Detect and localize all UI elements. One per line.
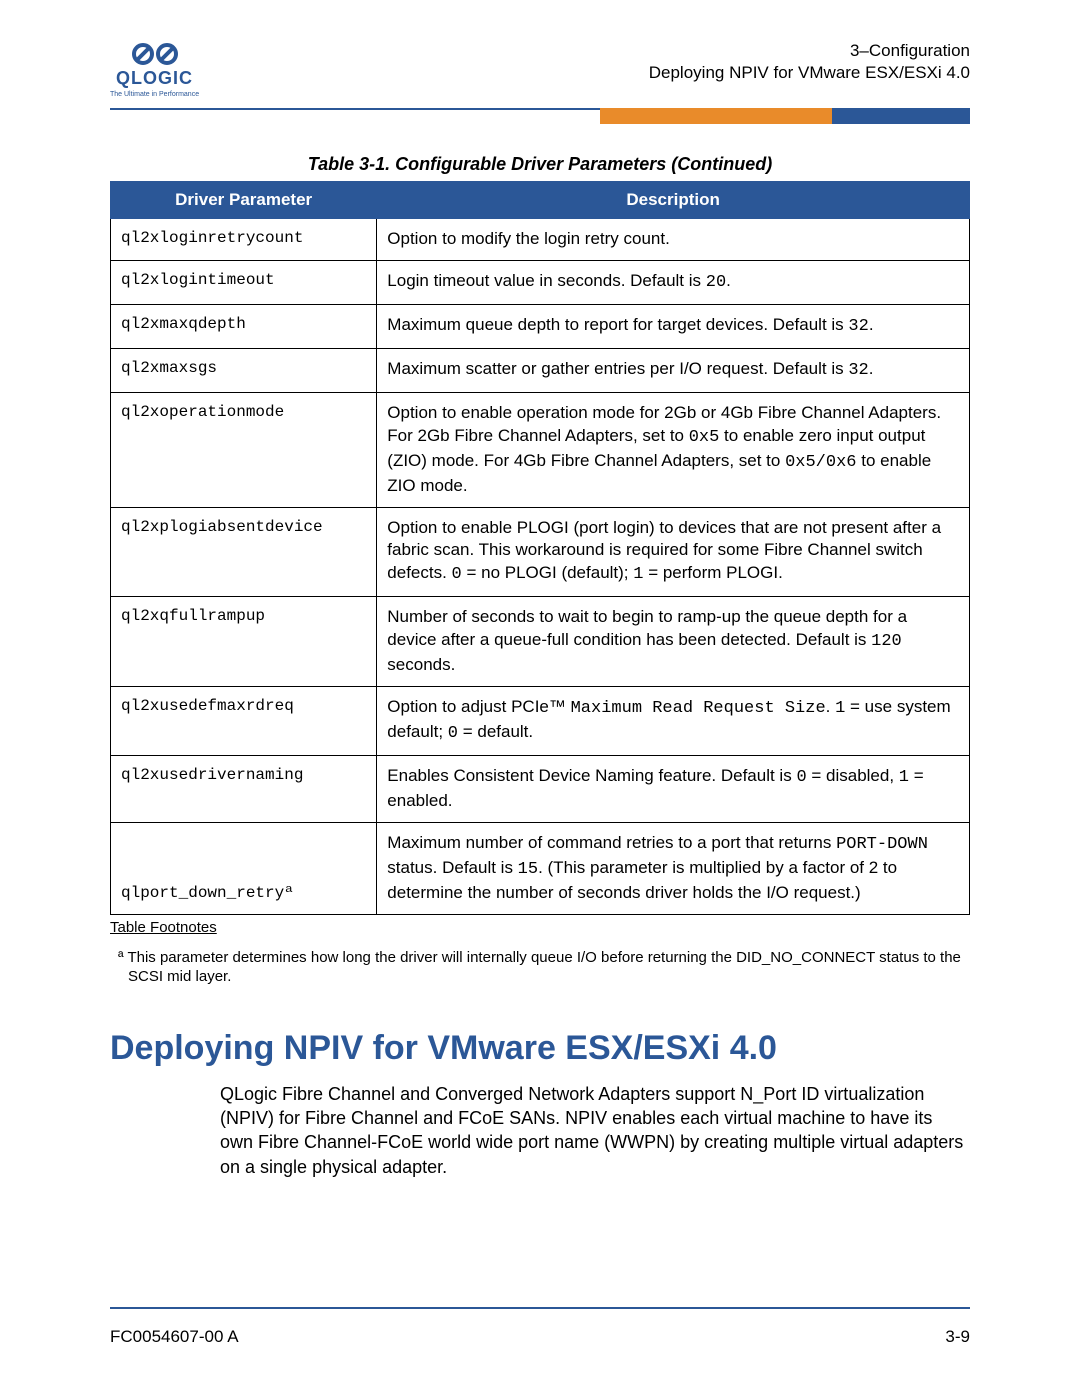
table-row: ql2xqfullrampupNumber of seconds to wait… [111,597,970,687]
desc-cell: Option to enable operation mode for 2Gb … [377,392,970,507]
table-row: ql2xoperationmodeOption to enable operat… [111,392,970,507]
param-cell: ql2xqfullrampup [111,597,377,687]
table-row: ql2xmaxsgsMaximum scatter or gather entr… [111,348,970,392]
param-cell: ql2xlogintimeout [111,260,377,304]
desc-cell: Maximum queue depth to report for target… [377,304,970,348]
footer-doc-id: FC0054607-00 A [110,1327,239,1347]
table-row: ql2xusedrivernamingEnables Consistent De… [111,756,970,823]
param-cell: ql2xusedrivernaming [111,756,377,823]
table-row: ql2xlogintimeoutLogin timeout value in s… [111,260,970,304]
col-header-parameter: Driver Parameter [111,182,377,219]
desc-cell: Number of seconds to wait to begin to ra… [377,597,970,687]
table-row: ql2xusedefmaxrdreqOption to adjust PCIe™… [111,687,970,756]
desc-cell: Enables Consistent Device Naming feature… [377,756,970,823]
param-cell: qlport_down_retryª [111,822,377,914]
qlogic-logo: QLOGIC The Ultimate in Performance [110,40,199,98]
table-row: ql2xplogiabsentdeviceOption to enable PL… [111,507,970,597]
logo-wordmark: QLOGIC [116,68,193,89]
header-breadcrumb: 3–Configuration Deploying NPIV for VMwar… [649,40,970,84]
table-caption: Table 3-1. Configurable Driver Parameter… [110,154,970,175]
driver-parameters-table: Driver Parameter Description ql2xloginre… [110,181,970,915]
param-cell: ql2xmaxsgs [111,348,377,392]
desc-cell: Option to modify the login retry count. [377,219,970,261]
table-row: ql2xloginretrycountOption to modify the … [111,219,970,261]
desc-cell: Login timeout value in seconds. Default … [377,260,970,304]
desc-cell: Option to enable PLOGI (port login) to d… [377,507,970,597]
param-cell: ql2xplogiabsentdevice [111,507,377,597]
col-header-description: Description [377,182,970,219]
logo-tagline: The Ultimate in Performance [110,91,199,98]
desc-cell: Maximum scatter or gather entries per I/… [377,348,970,392]
table-footnote-text: ª This parameter determines how long the… [114,948,970,987]
desc-cell: Maximum number of command retries to a p… [377,822,970,914]
header-chapter: 3–Configuration [649,40,970,62]
logo-mark-icon [125,40,185,68]
section-heading: Deploying NPIV for VMware ESX/ESXi 4.0 [110,1029,970,1068]
param-cell: ql2xusedefmaxrdreq [111,687,377,756]
table-row: ql2xmaxqdepthMaximum queue depth to repo… [111,304,970,348]
bar-blue [832,108,970,124]
param-cell: ql2xmaxqdepth [111,304,377,348]
header-accent-bar [110,108,970,124]
header-section: Deploying NPIV for VMware ESX/ESXi 4.0 [649,62,970,84]
param-cell: ql2xloginretrycount [111,219,377,261]
document-page: QLOGIC The Ultimate in Performance 3–Con… [0,0,1080,1397]
bar-orange [600,108,832,124]
table-header-row: Driver Parameter Description [111,182,970,219]
table-row: qlport_down_retryªMaximum number of comm… [111,822,970,914]
section-paragraph: QLogic Fibre Channel and Converged Netwo… [220,1082,970,1179]
bar-rule [110,108,600,124]
page-header: QLOGIC The Ultimate in Performance 3–Con… [110,40,970,98]
page-footer: FC0054607-00 A 3-9 [110,1307,970,1347]
param-cell: ql2xoperationmode [111,392,377,507]
footer-page-number: 3-9 [945,1327,970,1347]
table-footnotes-label: Table Footnotes [110,919,970,936]
desc-cell: Option to adjust PCIe™ Maximum Read Requ… [377,687,970,756]
